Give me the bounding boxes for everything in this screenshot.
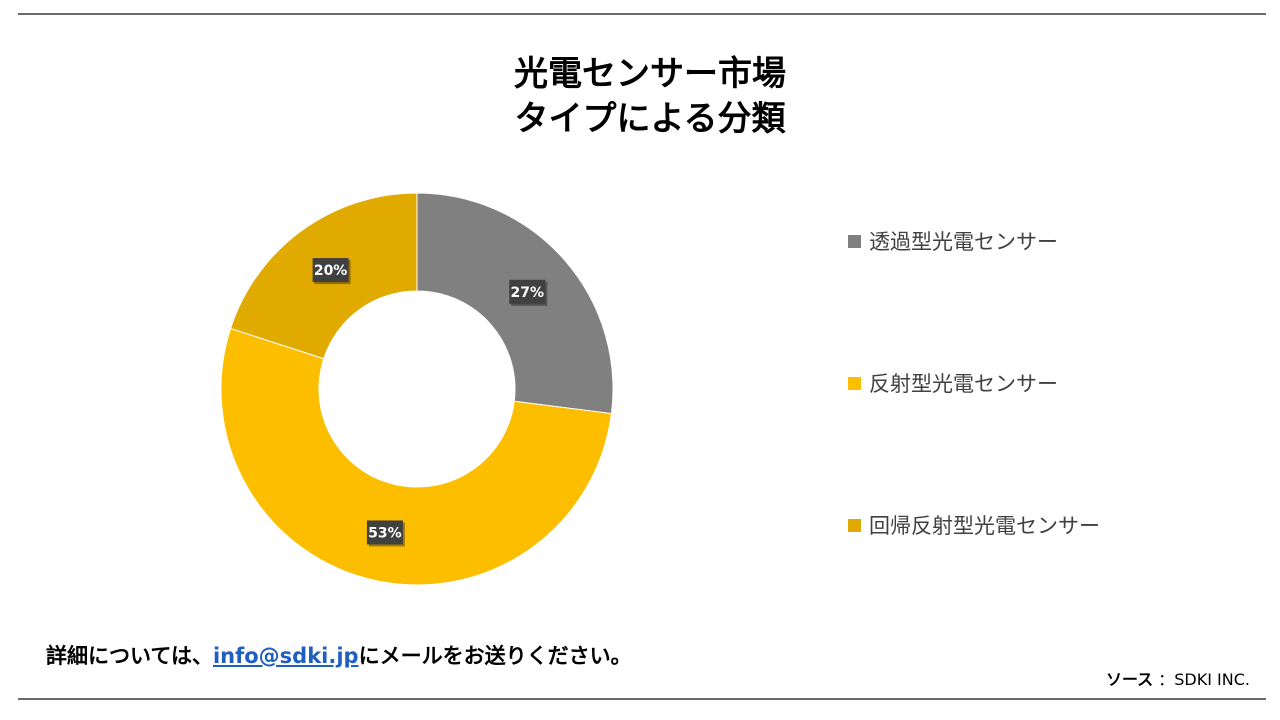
donut-slice-reflective bbox=[220, 327, 613, 586]
legend-item-reflective: 反射型光電センサー bbox=[848, 368, 1058, 398]
legend-label-transmissive: 透過型光電センサー bbox=[869, 230, 1058, 254]
legend-swatch-reflective bbox=[848, 376, 861, 390]
data-label-text-retroreflective: 20% bbox=[314, 263, 348, 279]
contact-email-link[interactable]: info@sdki.jp bbox=[212, 644, 359, 668]
legend-item-retroreflective: 回帰反射型光電センサー bbox=[848, 510, 1100, 540]
data-label-text-transmissive: 27% bbox=[511, 285, 545, 301]
contact-note-suffix: にメールをお送りください。 bbox=[358, 644, 632, 668]
legend-swatch-transmissive bbox=[848, 234, 861, 248]
chart-title-line-2: タイプによる分類 bbox=[514, 99, 786, 139]
data-label-reflective: 53% bbox=[366, 520, 405, 547]
chart-title-line-1: 光電センサー市場 bbox=[514, 54, 786, 94]
legend-label-reflective: 反射型光電センサー bbox=[869, 372, 1058, 396]
bottom-divider bbox=[18, 698, 1266, 700]
legend-item-transmissive: 透過型光電センサー bbox=[848, 226, 1058, 256]
source-value: ：SDKI INC. bbox=[1158, 670, 1250, 689]
data-label-transmissive: 27% bbox=[509, 279, 548, 306]
contact-note: 詳細については、info@sdki.jpにメールをお送りください。 bbox=[46, 640, 632, 670]
data-label-text-reflective: 53% bbox=[368, 525, 402, 541]
contact-note-prefix: 詳細については、 bbox=[46, 644, 213, 668]
chart-title: 光電センサー市場 タイプによる分類 bbox=[0, 52, 1280, 142]
top-divider bbox=[18, 13, 1266, 15]
source-credit: ソース ：SDKI INC. bbox=[1106, 666, 1250, 690]
legend-swatch-retroreflective bbox=[848, 518, 861, 532]
legend-label-retroreflective: 回帰反射型光電センサー bbox=[869, 514, 1100, 538]
source-label: ソース bbox=[1105, 670, 1154, 689]
data-label-retroreflective: 20% bbox=[312, 258, 351, 285]
